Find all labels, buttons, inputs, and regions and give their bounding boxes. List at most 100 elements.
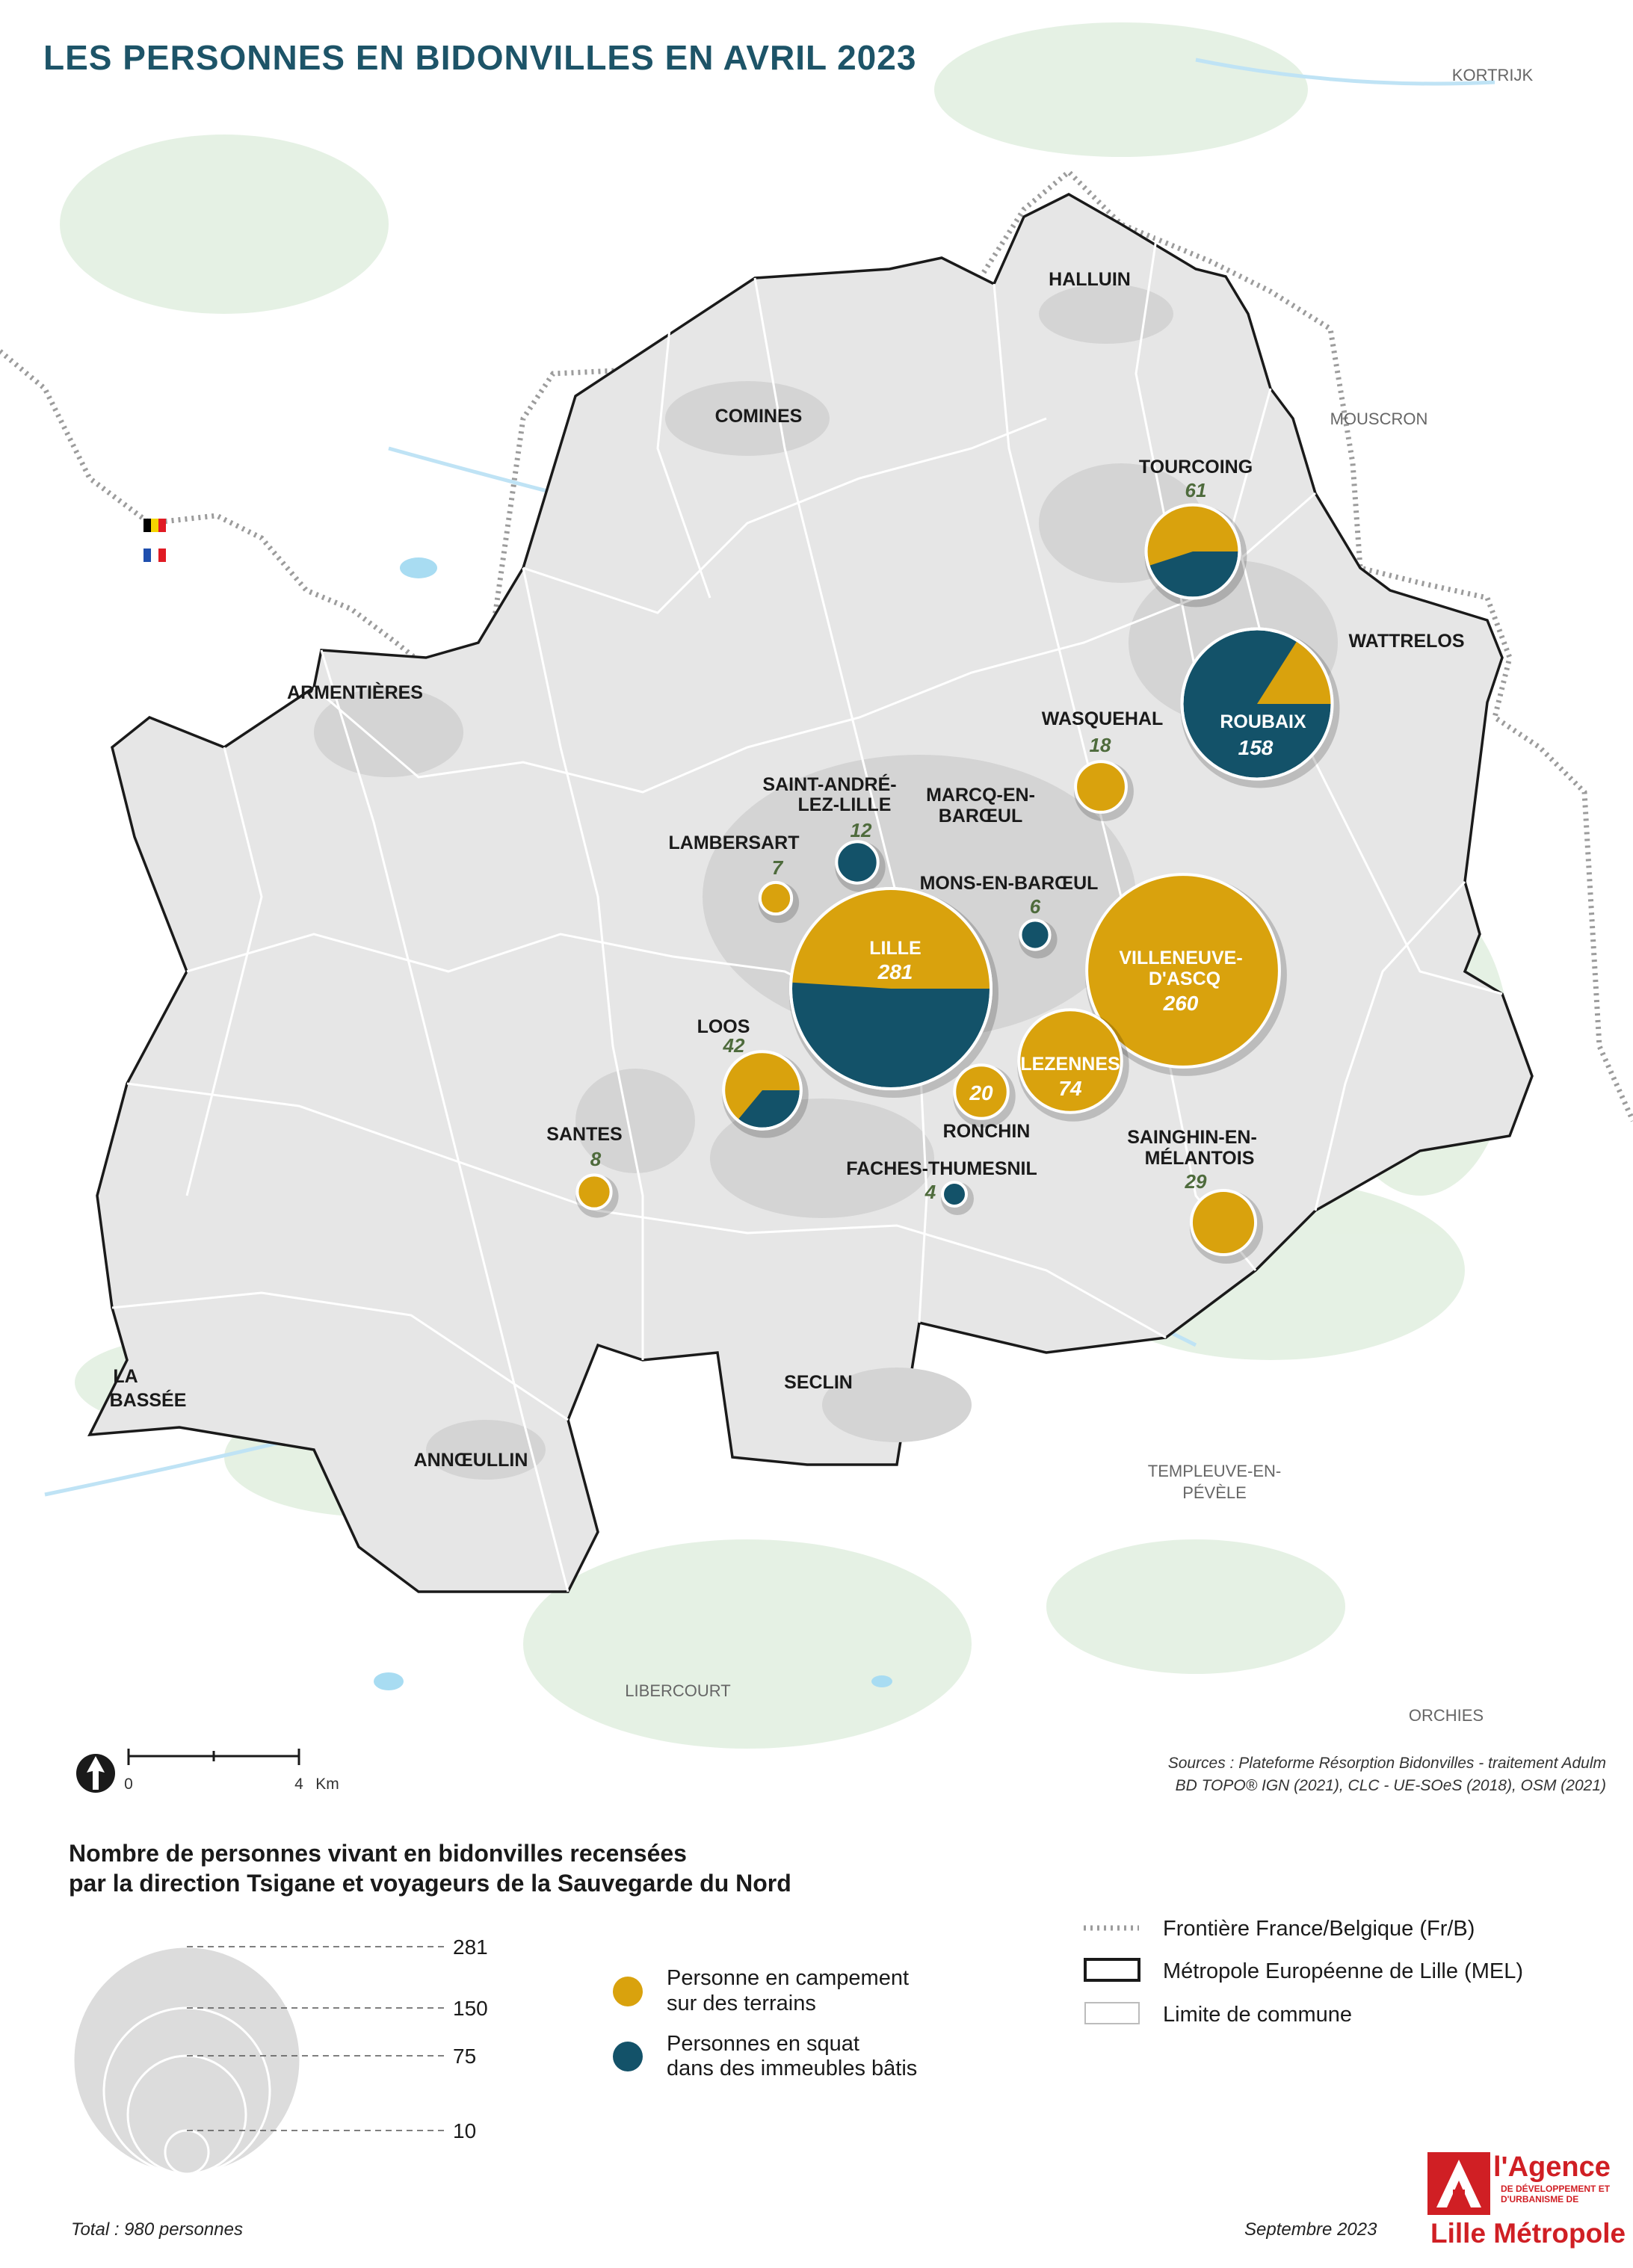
agency-logo: l'Agence DE DÉVELOPPEMENT ET D'URBANISME… (1427, 2151, 1626, 2249)
value-ronchin: 20 (969, 1081, 993, 1104)
north-arrow-icon (76, 1754, 115, 1793)
commune-label: Limite de commune (1163, 2003, 1352, 2027)
pie-campement (575, 1173, 613, 1211)
pie-campement (1189, 1188, 1258, 1257)
label-lille: LILLE (869, 938, 921, 959)
label-sainghin-2: MÉLANTOIS (1145, 1147, 1255, 1169)
label-comines: COMINES (715, 406, 803, 427)
label-lezennes: LEZENNES (1020, 1054, 1120, 1075)
label-labassee-2: BASSÉE (110, 1389, 187, 1411)
value-lezennes: 74 (1058, 1077, 1082, 1100)
size-legend: 281 150 75 10 (72, 1935, 488, 2175)
pie-campement (953, 1063, 1010, 1120)
pie-tourcoing (1144, 503, 1247, 608)
france-belgium-border (0, 168, 1633, 1122)
pie-campement-slice (791, 888, 991, 989)
pie-saint-andre-lez-lille (835, 840, 886, 892)
logo-main-text: l'Agence (1493, 2151, 1611, 2183)
size-circle-10 (164, 2129, 210, 2175)
value-lille: 281 (877, 960, 913, 983)
label-standre-1: SAINT-ANDRÉ- (762, 773, 896, 795)
label-seclin: SECLIN (784, 1372, 853, 1393)
squat-label-1: Personnes en squat (667, 2032, 859, 2056)
legend-title-line-2: par la direction Tsigane et voyageurs de… (69, 1870, 791, 1897)
label-santes: SANTES (546, 1124, 622, 1145)
label-armentieres: ARMENTIÈRES (287, 682, 423, 703)
map: KORTRIJK MOUSCRON TEMPLEUVE-EN- PÉVÈLE L… (0, 22, 1633, 1793)
scale-unit: Km (315, 1776, 339, 1793)
label-faches: FACHES-THUMESNIL (846, 1158, 1037, 1179)
campement-swatch (613, 1977, 643, 2006)
size-label-281: 281 (453, 1935, 488, 1959)
sources: Sources : Plateforme Résorption Bidonvil… (1168, 1752, 1606, 1797)
label-templeuve-2: PÉVÈLE (1182, 1483, 1247, 1502)
publication-date: Septembre 2023 (1244, 2219, 1377, 2240)
label-labassee-1: LA (113, 1366, 138, 1387)
value-loos: 42 (723, 1034, 745, 1057)
label-lambersart: LAMBERSART (669, 832, 800, 853)
pie-loos (722, 1050, 809, 1138)
sources-line-1: Sources : Plateforme Résorption Bidonvil… (1167, 1755, 1606, 1772)
pie-roubaix (1180, 627, 1340, 788)
label-loos: LOOS (697, 1016, 750, 1037)
label-halluin: HALLUIN (1049, 269, 1131, 290)
belgian-flag-icon (143, 519, 166, 532)
value-sainghin: 29 (1185, 1170, 1207, 1193)
label-mouscron: MOUSCRON (1330, 410, 1428, 428)
label-ronchin: RONCHIN (943, 1121, 1031, 1142)
commune-limits (111, 223, 1503, 1592)
legend-title-line-1: Nombre de personnes vivant en bidonville… (69, 1840, 687, 1867)
logo-sub-text: DE DÉVELOPPEMENT ET D'URBANISME DE (1501, 2184, 1611, 2204)
value-roubaix: 158 (1238, 736, 1274, 759)
pie-campement-slice (723, 1051, 801, 1120)
map-title: LES PERSONNES EN BIDONVILLES EN AVRIL 20… (43, 38, 917, 77)
total-count: Total : 980 personnes (71, 2219, 243, 2240)
pie-outline (1180, 627, 1334, 781)
value-standre: 12 (851, 819, 872, 841)
label-kortrijk: KORTRIJK (1452, 66, 1534, 84)
campement-label-1: Personne en campement (667, 1966, 909, 1990)
border-label: Frontière France/Belgique (Fr/B) (1163, 1917, 1475, 1941)
label-tourcoing: TOURCOING (1139, 457, 1253, 478)
value-villeneuve: 260 (1163, 992, 1199, 1015)
label-wattrelos: WATTRELOS (1348, 631, 1464, 652)
value-santes: 8 (590, 1148, 602, 1170)
label-templeuve-1: TEMPLEUVE-EN- (1148, 1462, 1281, 1480)
pie-wasquehal (1074, 760, 1134, 821)
label-libercourt: LIBERCOURT (625, 1681, 730, 1700)
pie-outline (1144, 503, 1241, 600)
agency-logo-icon (1427, 2152, 1490, 2215)
value-mons: 6 (1030, 895, 1041, 918)
label-marcq-2: BARŒUL (939, 806, 1023, 826)
label-mons: MONS-EN-BARŒUL (920, 873, 1099, 894)
pie-campement (1085, 873, 1281, 1069)
pie-sainghin-en-me-lantois (1189, 1188, 1264, 1264)
squat-label-2: dans des immeubles bâtis (667, 2057, 917, 2080)
label-standre-2: LEZ-LILLE (798, 794, 892, 815)
scale-start: 0 (124, 1776, 133, 1793)
squat-swatch (613, 2042, 643, 2071)
logo-bottom-text: Lille Métropole (1430, 2218, 1626, 2249)
french-flag-icon (143, 549, 166, 562)
value-lambersart: 7 (772, 856, 784, 879)
pie-lezennes (1017, 1008, 1129, 1122)
pie-outline (722, 1050, 803, 1131)
pie-outline (789, 887, 993, 1090)
label-wasquehal: WASQUEHAL (1042, 708, 1164, 729)
boundary-legend: Frontière France/Belgique (Fr/B) Métropo… (1084, 1917, 1523, 2027)
pie-campement (1074, 760, 1128, 814)
label-villeneuve-1: VILLENEUVE- (1119, 948, 1242, 968)
value-tourcoing: 61 (1185, 479, 1207, 501)
mel-swatch (1084, 1958, 1140, 1982)
size-label-150: 150 (453, 1997, 488, 2020)
pie-faches-thumesnil (941, 1181, 974, 1215)
pie-mons-en-bar-ul (1019, 918, 1058, 959)
sources-line-2: BD TOPO® IGN (2021), CLC - UE-SOeS (2018… (1175, 1777, 1606, 1794)
size-label-75: 75 (453, 2045, 476, 2068)
category-legend: Personne en campement sur des terrains P… (613, 1966, 917, 2080)
legend: 281 150 75 10 Personne en campement sur … (72, 1917, 1523, 2175)
pie-lille (789, 887, 998, 1098)
pie-villeneuve-d-ascq (1085, 873, 1287, 1076)
label-villeneuve-2: D'ASCQ (1149, 968, 1220, 989)
campement-label-2: sur des terrains (667, 1992, 816, 2015)
